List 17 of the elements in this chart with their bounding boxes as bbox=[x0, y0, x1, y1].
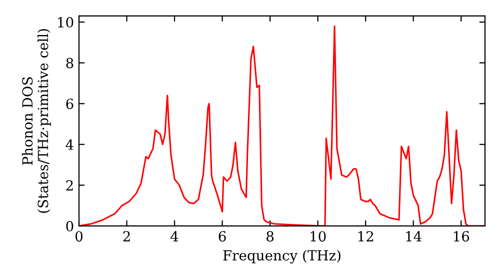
x-tick-label: 8 bbox=[266, 231, 274, 242]
x-tick-label: 10 bbox=[310, 231, 326, 242]
y-tick-label: 6 bbox=[66, 98, 74, 110]
x-axis-title: Frequency (THz) bbox=[223, 250, 340, 264]
x-tick-label: 14 bbox=[406, 231, 422, 242]
y-tick-label: 8 bbox=[66, 58, 74, 68]
y-tick-label: 10 bbox=[58, 17, 74, 28]
x-tick-label: 16 bbox=[454, 231, 470, 242]
x-tick-label: 6 bbox=[218, 231, 226, 242]
x-tick-label: 4 bbox=[170, 231, 178, 242]
x-tick-label: 12 bbox=[358, 231, 374, 242]
y-tick-label: 4 bbox=[66, 139, 74, 150]
y-axis-title: Phonon DOS (States/THz·primitive cell) bbox=[22, 29, 51, 213]
x-tick-label: 0 bbox=[75, 231, 82, 242]
y-tick-label: 0 bbox=[66, 220, 74, 232]
x-tick-label: 2 bbox=[123, 231, 130, 242]
y-tick-label: 2 bbox=[66, 180, 73, 190]
